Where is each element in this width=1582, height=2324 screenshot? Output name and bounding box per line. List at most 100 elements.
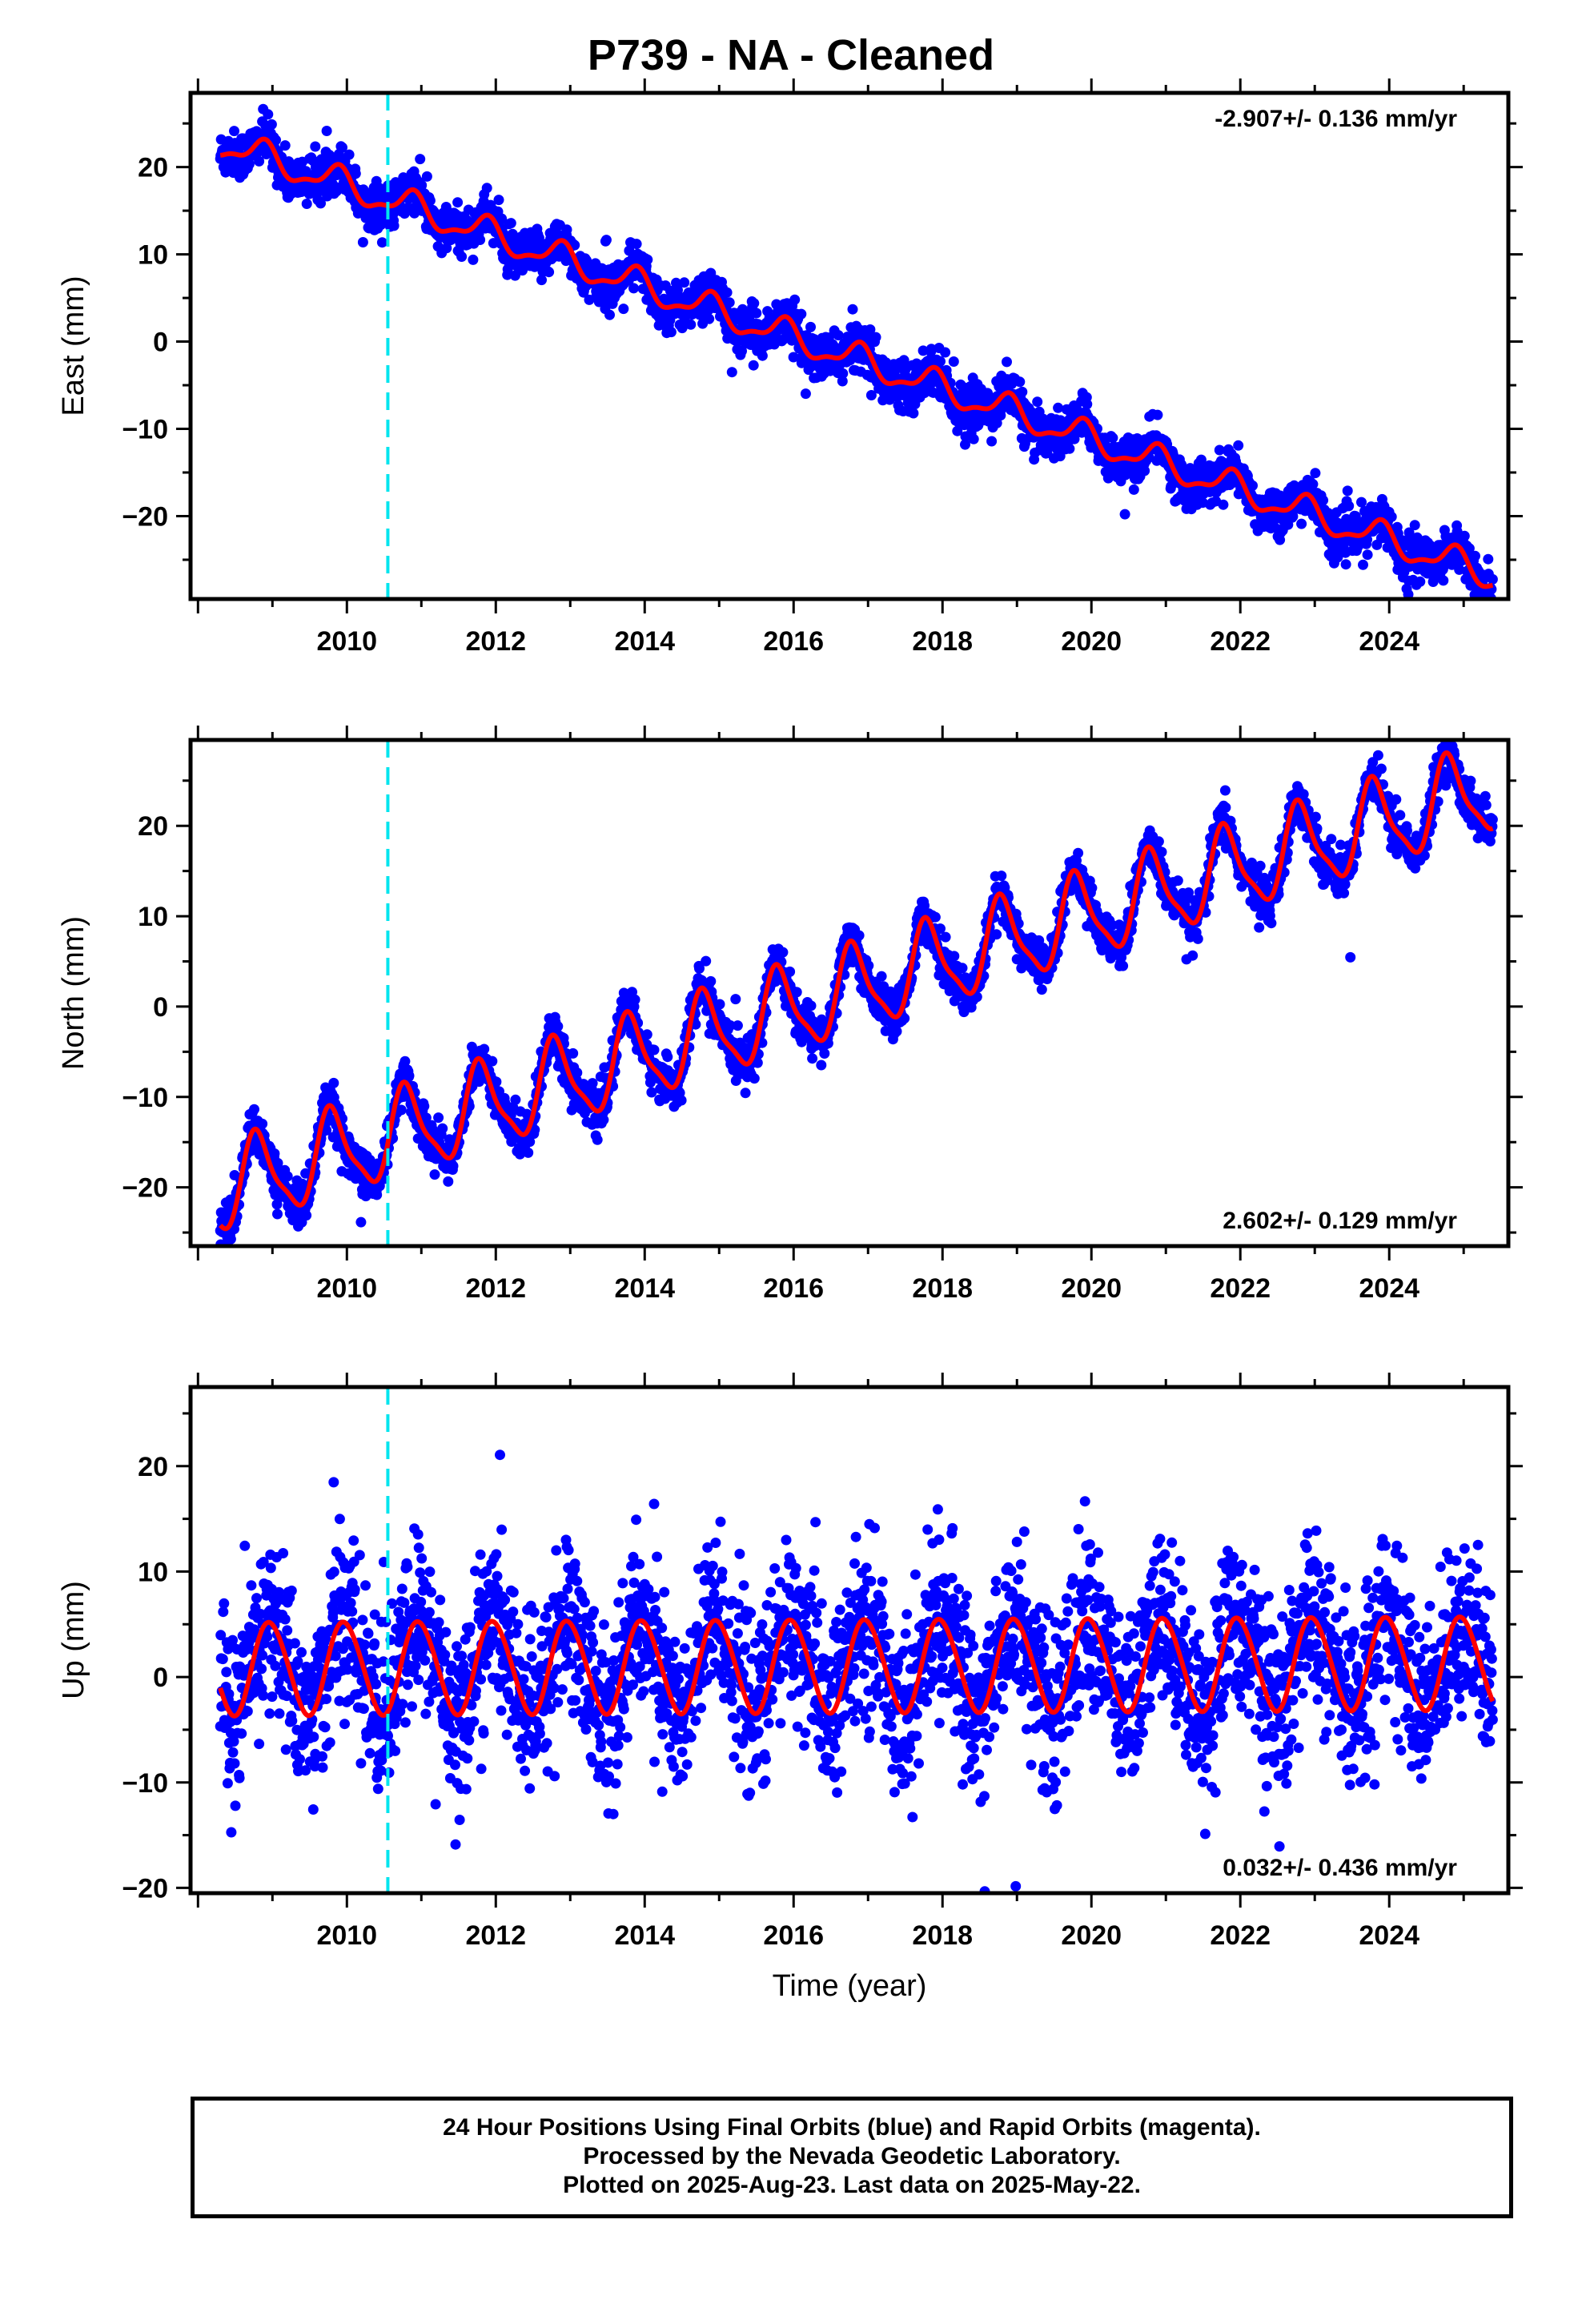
data-point [496,213,508,224]
data-point [881,357,892,368]
data-point [350,168,361,179]
data-point [404,1070,415,1081]
data-point [1152,409,1163,420]
data-point [833,330,844,341]
data-point [940,347,951,358]
x-tick-label: 2020 [1061,626,1122,657]
data-point [1002,356,1012,368]
data-point [1356,497,1367,508]
data-point [618,304,629,315]
data-point [1362,534,1373,545]
data-point [343,149,355,160]
data-point [676,1095,687,1106]
data-point [1464,543,1475,554]
data-point [721,287,733,298]
data-point [505,218,516,229]
data-point [685,319,697,330]
data-point [416,179,428,191]
data-point [940,931,951,943]
data-point [572,1068,583,1078]
data-point [1038,413,1049,424]
data-point [1340,559,1351,570]
y-tick-label: −10 [122,415,168,445]
data-point [279,140,291,151]
data-point [704,313,715,324]
data-point [491,1076,502,1088]
data-point [646,1087,657,1098]
data-point [816,1059,827,1071]
data-point [631,239,642,250]
data-point [509,270,520,281]
data-point [544,267,555,278]
data-point [1386,511,1397,522]
data-point [641,1029,652,1040]
data-point [415,154,426,165]
data-point [628,283,639,294]
data-point [1487,573,1498,585]
data-point [487,1055,498,1067]
data-point [1343,501,1355,512]
data-point [448,1160,459,1172]
y-tick-label: 20 [138,153,168,183]
data-point [301,199,312,209]
data-point [475,235,486,245]
data-point [662,1051,673,1063]
data-point [536,275,547,286]
data-point [452,197,464,208]
data-point [926,344,937,355]
data-point [421,171,432,182]
data-point [1195,454,1207,465]
data-point [1468,601,1478,611]
data-point [355,1216,367,1228]
data-point [400,1055,411,1067]
data-point [865,390,877,400]
data-point [315,198,326,209]
data-point [225,1233,236,1244]
data-point [282,1171,293,1182]
data-point [757,350,768,361]
data-point [1403,589,1414,599]
data-point [1459,530,1470,541]
data-point [524,1136,536,1148]
data-point [600,235,612,246]
data-point [805,321,816,332]
east-frame [188,90,1511,601]
data-point [479,1043,490,1055]
data-point [1483,553,1494,565]
data-point [748,360,759,371]
data-point [493,195,504,206]
data-point [726,367,737,378]
data-point [665,327,677,338]
data-point [424,195,436,206]
data-point [396,1104,407,1116]
east-y-axis-title: East (mm) [57,275,90,416]
data-point [629,994,640,1005]
data-point [1483,605,1493,615]
data-point [257,1118,268,1129]
y-tick-label: 0 [153,328,168,358]
data-point [420,1112,432,1124]
data-point [968,433,979,444]
data-point [388,220,400,231]
data-point [891,1026,902,1037]
data-point [468,254,479,265]
data-point [310,141,321,152]
data-point [935,356,946,367]
data-point [272,1208,283,1220]
data-point [1069,433,1080,444]
data-point [800,388,811,400]
data-point [847,304,858,315]
data-point [751,308,762,319]
data-point [898,355,909,366]
east-panel: 2010 2012 2014 2016 2018 2020 2022 202420100−10… [57,78,1523,657]
data-point [837,376,848,387]
x-tick-label: 2016 [763,626,824,657]
data-point [437,1123,448,1134]
data-point [321,126,332,136]
data-point [598,1114,609,1125]
data-point [679,277,690,288]
data-point [1218,499,1229,510]
x-tick-label: 2012 [465,626,526,657]
east-rate-label: -2.907+/- 0.136 mm/yr [1215,106,1457,132]
data-point [1307,479,1319,490]
